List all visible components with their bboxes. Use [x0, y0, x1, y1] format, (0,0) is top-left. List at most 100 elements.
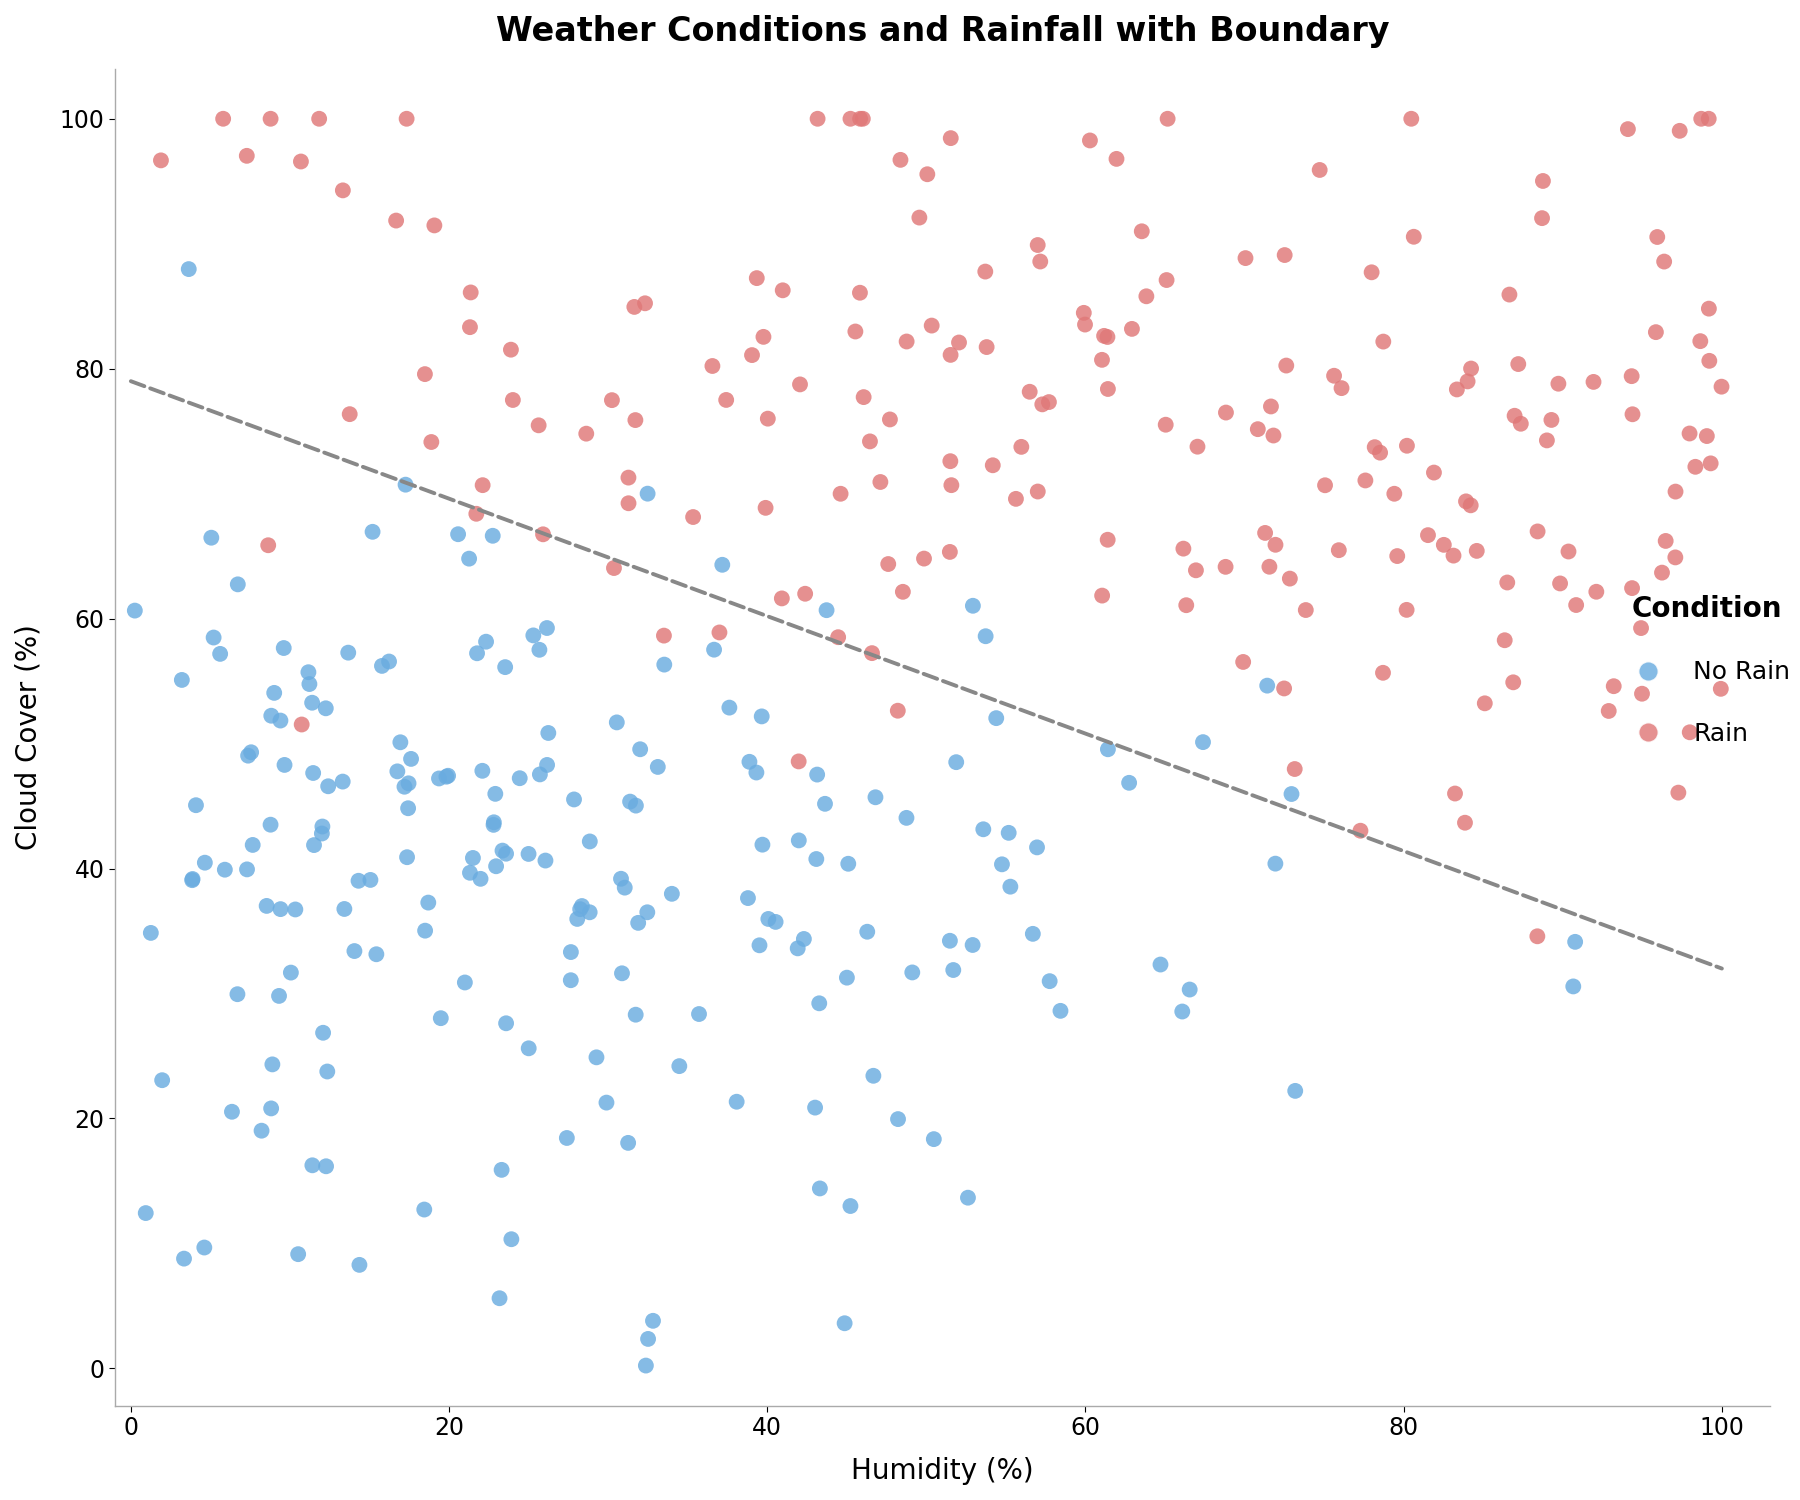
- Point: [1397, 106, 1426, 130]
- Point: [873, 552, 902, 576]
- Point: [1490, 628, 1519, 652]
- Point: [1255, 555, 1283, 579]
- Point: [1258, 423, 1287, 447]
- Point: [259, 681, 288, 705]
- Point: [497, 338, 526, 362]
- Point: [679, 506, 707, 530]
- Point: [1006, 435, 1035, 459]
- Legend: No Rain, Rain: No Rain, Rain: [1624, 596, 1791, 746]
- Point: [1694, 106, 1723, 130]
- Point: [592, 1090, 621, 1114]
- Point: [824, 626, 853, 650]
- Point: [459, 846, 488, 870]
- Point: [1127, 219, 1156, 243]
- Point: [252, 894, 281, 918]
- Point: [308, 1022, 337, 1046]
- Point: [266, 708, 295, 732]
- Point: [1253, 674, 1282, 698]
- Point: [333, 640, 362, 664]
- Point: [846, 280, 875, 304]
- Point: [308, 822, 337, 846]
- Point: [1399, 225, 1427, 249]
- Point: [293, 660, 322, 684]
- Point: [419, 213, 448, 237]
- Point: [1188, 730, 1217, 754]
- Point: [518, 624, 547, 648]
- Point: [639, 1310, 668, 1334]
- Point: [1499, 404, 1528, 427]
- Point: [1503, 352, 1532, 376]
- Point: [598, 388, 626, 412]
- Point: [938, 472, 967, 496]
- Point: [886, 148, 914, 172]
- Point: [178, 868, 207, 892]
- Point: [391, 774, 419, 798]
- Y-axis label: Cloud Cover (%): Cloud Cover (%): [14, 624, 43, 850]
- Point: [1262, 852, 1291, 876]
- Point: [391, 472, 419, 496]
- Point: [940, 958, 968, 982]
- Point: [614, 1131, 643, 1155]
- Point: [981, 706, 1010, 730]
- Point: [608, 962, 637, 986]
- Point: [761, 910, 790, 934]
- Point: [277, 960, 306, 984]
- Point: [286, 150, 315, 174]
- Point: [958, 933, 986, 957]
- Point: [650, 652, 679, 676]
- Point: [1559, 975, 1588, 999]
- Point: [634, 1328, 662, 1352]
- Point: [560, 788, 589, 812]
- Point: [515, 1036, 544, 1060]
- Point: [634, 900, 662, 924]
- Point: [468, 472, 497, 496]
- Point: [482, 853, 511, 877]
- Point: [850, 386, 878, 410]
- Point: [1035, 390, 1064, 414]
- X-axis label: Humidity (%): Humidity (%): [851, 1456, 1033, 1485]
- Point: [455, 546, 484, 570]
- Point: [491, 1011, 520, 1035]
- Point: [1152, 268, 1181, 292]
- Point: [576, 830, 605, 854]
- Point: [392, 844, 421, 868]
- Point: [1168, 999, 1197, 1023]
- Point: [358, 520, 387, 544]
- Point: [754, 908, 783, 932]
- Point: [1310, 474, 1339, 498]
- Point: [1366, 441, 1395, 465]
- Point: [396, 747, 425, 771]
- Point: [1706, 676, 1735, 700]
- Point: [833, 966, 862, 990]
- Point: [826, 482, 855, 506]
- Point: [1071, 312, 1100, 336]
- Point: [1087, 584, 1116, 608]
- Point: [657, 882, 686, 906]
- Title: Weather Conditions and Rainfall with Boundary: Weather Conditions and Rainfall with Bou…: [495, 15, 1390, 48]
- Point: [722, 1089, 751, 1113]
- Point: [553, 1126, 581, 1150]
- Point: [1696, 350, 1724, 374]
- Point: [450, 970, 479, 994]
- Point: [1456, 494, 1485, 517]
- Point: [1181, 558, 1210, 582]
- Point: [374, 650, 403, 674]
- Point: [270, 636, 299, 660]
- Point: [1499, 670, 1528, 694]
- Point: [1663, 780, 1692, 804]
- Point: [299, 1154, 328, 1178]
- Point: [410, 1197, 439, 1221]
- Point: [191, 850, 220, 874]
- Point: [1102, 147, 1130, 171]
- Point: [830, 1311, 859, 1335]
- Point: [533, 616, 562, 640]
- Point: [191, 1236, 220, 1260]
- Point: [920, 1126, 949, 1150]
- Point: [169, 1246, 198, 1270]
- Point: [205, 642, 234, 666]
- Point: [506, 766, 535, 790]
- Point: [1523, 519, 1552, 543]
- Point: [958, 594, 986, 618]
- Point: [1546, 572, 1575, 596]
- Point: [1132, 285, 1161, 309]
